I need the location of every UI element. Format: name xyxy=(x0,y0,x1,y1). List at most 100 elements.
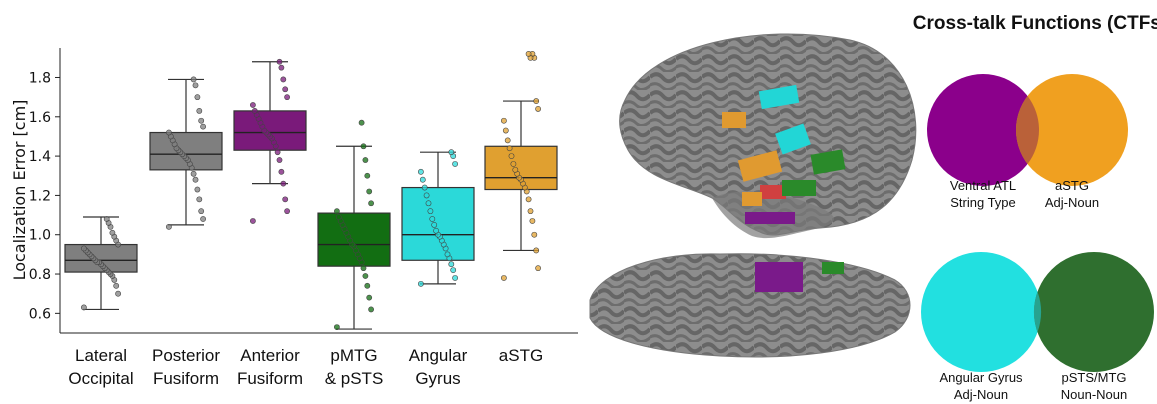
venn-label-right: Noun-Noun xyxy=(1061,387,1128,402)
box-group xyxy=(401,149,475,287)
venn-label-left: Ventral ATL xyxy=(950,178,1016,193)
data-point xyxy=(194,94,201,101)
venn-circle-left xyxy=(921,252,1041,372)
data-point xyxy=(417,168,424,175)
data-point xyxy=(452,161,458,167)
box xyxy=(317,212,391,267)
venn-circle-right xyxy=(1016,74,1128,186)
venn-overlap xyxy=(1016,96,1039,164)
data-point xyxy=(425,200,432,207)
data-point xyxy=(529,218,536,224)
data-point xyxy=(431,221,438,228)
data-point xyxy=(190,76,197,83)
data-point xyxy=(500,275,507,281)
data-point xyxy=(198,208,205,215)
boxes xyxy=(64,50,558,331)
data-point xyxy=(284,208,290,215)
lateral-hemisphere xyxy=(619,33,917,236)
orange-region xyxy=(722,112,746,128)
data-point xyxy=(444,251,451,258)
category-label: Anterior xyxy=(240,346,300,365)
box xyxy=(149,131,223,171)
green-region xyxy=(810,149,846,175)
green-region xyxy=(782,180,816,196)
data-point xyxy=(284,94,290,101)
category-label: aSTG xyxy=(499,346,543,365)
data-point xyxy=(510,161,517,167)
data-point xyxy=(249,102,256,108)
data-point xyxy=(527,208,534,215)
data-point xyxy=(333,208,340,215)
venn-label-left: String Type xyxy=(950,195,1016,210)
data-point xyxy=(429,216,436,222)
data-point xyxy=(113,282,120,289)
data-point xyxy=(282,86,289,93)
data-point xyxy=(198,117,205,124)
data-point xyxy=(165,129,172,136)
data-point xyxy=(362,273,369,279)
green-region xyxy=(822,262,844,274)
data-point xyxy=(249,218,256,224)
data-point xyxy=(448,261,455,268)
data-point xyxy=(196,196,203,203)
orange-region xyxy=(737,150,783,182)
data-point xyxy=(427,208,434,215)
ctf-title: Cross-talk Functions (CTFs) xyxy=(913,13,1157,34)
data-point xyxy=(362,157,369,163)
category-label: pMTG xyxy=(330,346,377,365)
y-ticks: 0.6 0.8 1.0 1.2 1.4 1.6 1.8 xyxy=(29,70,60,322)
data-point xyxy=(448,149,455,156)
category-label: Lateral xyxy=(75,346,127,365)
data-point xyxy=(366,188,373,195)
data-point xyxy=(194,186,201,193)
venn-circle-left xyxy=(927,74,1039,186)
data-point xyxy=(280,180,287,187)
data-point xyxy=(81,304,87,311)
data-point xyxy=(368,200,374,207)
brain-ventral-view xyxy=(589,253,911,358)
box-group xyxy=(149,76,223,230)
venn-diagram: Ventral ATL String Type aSTG Adj-Noun xyxy=(927,74,1128,210)
data-point xyxy=(333,324,340,331)
cyan-region xyxy=(758,84,800,110)
data-point xyxy=(535,265,541,272)
y-tick-label: 0.8 xyxy=(29,267,51,283)
data-point xyxy=(280,76,287,83)
data-point xyxy=(525,196,532,203)
data-point xyxy=(417,280,424,287)
data-point xyxy=(115,290,121,297)
y-tick-label: 1.4 xyxy=(29,149,51,165)
data-point xyxy=(360,143,367,150)
data-point xyxy=(504,137,511,144)
data-point xyxy=(196,107,203,114)
venn-circle-right xyxy=(1034,252,1154,372)
data-point xyxy=(433,227,439,234)
data-point xyxy=(81,245,87,252)
data-point xyxy=(421,184,428,191)
data-point xyxy=(512,166,519,173)
data-point xyxy=(452,275,458,281)
data-point xyxy=(278,64,285,71)
data-point xyxy=(368,306,374,313)
data-point xyxy=(103,216,110,222)
y-tick-label: 1.8 xyxy=(29,70,51,86)
data-point xyxy=(200,123,206,130)
data-point xyxy=(531,231,538,238)
box xyxy=(233,110,307,151)
data-point xyxy=(450,267,457,274)
data-point xyxy=(506,145,513,152)
box-group xyxy=(484,50,558,281)
box-group xyxy=(317,119,391,331)
data-point xyxy=(358,119,365,126)
data-point xyxy=(364,172,371,179)
category-label: Posterior xyxy=(152,346,220,365)
data-point xyxy=(200,216,206,222)
data-point xyxy=(251,107,258,114)
data-point xyxy=(192,82,199,89)
data-point xyxy=(508,153,515,160)
brain-lateral-view xyxy=(619,33,917,239)
data-point xyxy=(282,196,289,203)
y-tick-label: 1.0 xyxy=(29,228,51,244)
y-tick-label: 1.2 xyxy=(29,188,51,204)
